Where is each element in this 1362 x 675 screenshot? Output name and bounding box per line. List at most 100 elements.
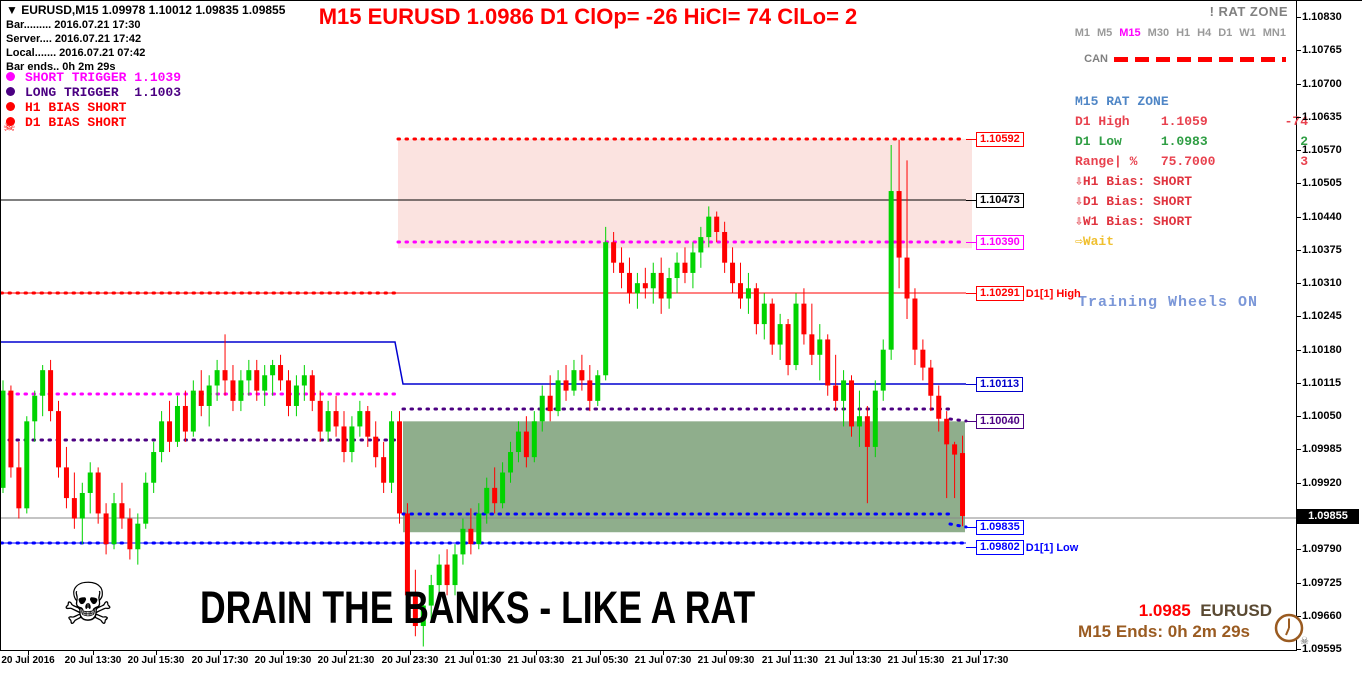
candle-body bbox=[301, 375, 307, 386]
candle-body bbox=[531, 421, 537, 458]
candle-body bbox=[143, 482, 149, 524]
timeframe-button-mn1[interactable]: MN1 bbox=[1262, 27, 1286, 39]
time-scale-tick bbox=[726, 651, 727, 655]
price-scale-label: 1.09920 bbox=[1302, 476, 1342, 489]
candle-body bbox=[238, 380, 244, 401]
time-scale-label: 21 Jul 17:30 bbox=[951, 655, 1009, 666]
bar-countdown: M15 Ends: 0h 2m 29s bbox=[1078, 622, 1250, 641]
candlestick-chart[interactable] bbox=[0, 0, 1296, 651]
legend-item: SHORT TRIGGER 1.1039 bbox=[6, 70, 181, 85]
price-tag-tick bbox=[966, 242, 976, 243]
candle-body bbox=[56, 411, 62, 468]
price-tag: 1.10113 bbox=[966, 377, 1024, 392]
price-tag-tick bbox=[966, 293, 976, 294]
candle-body bbox=[333, 411, 339, 427]
candle-body bbox=[103, 513, 109, 545]
candle-body bbox=[452, 554, 458, 586]
price-scale-tick bbox=[1296, 183, 1301, 185]
time-scale-tick bbox=[220, 651, 221, 655]
candle-body bbox=[777, 324, 783, 345]
candle-body bbox=[428, 585, 434, 606]
time-scale-label: 21 Jul 01:30 bbox=[444, 655, 502, 666]
candle-body bbox=[841, 380, 847, 401]
long-trigger-step bbox=[948, 417, 968, 423]
legend-label: D1 BIAS SHORT bbox=[25, 115, 127, 130]
price-scale-label: 1.10310 bbox=[1302, 277, 1342, 290]
candle-body bbox=[468, 528, 474, 545]
symbol-quote-line[interactable]: ▼ EURUSD,M15 1.09978 1.10012 1.09835 1.0… bbox=[6, 3, 286, 17]
price-scale-tick bbox=[1296, 382, 1301, 384]
candle-body bbox=[119, 503, 125, 519]
price-scale-tick bbox=[1296, 649, 1301, 651]
price-tag-box: 1.10291 bbox=[976, 286, 1024, 301]
timeframe-button-m1[interactable]: M1 bbox=[1074, 27, 1090, 39]
candle-body bbox=[182, 405, 188, 432]
candle-body bbox=[722, 231, 728, 263]
candle-body bbox=[190, 390, 196, 432]
candle-body bbox=[849, 380, 855, 427]
candle-body bbox=[833, 385, 839, 401]
candle-body bbox=[745, 288, 751, 299]
candle-body bbox=[317, 400, 323, 432]
price-tag-tick bbox=[966, 421, 976, 422]
time-scale-label: 21 Jul 15:30 bbox=[887, 655, 945, 666]
price-tag-box: 1.10113 bbox=[976, 377, 1024, 392]
price-tag: 1.10390 bbox=[966, 235, 1024, 250]
price-tag-box: 1.10040 bbox=[976, 414, 1024, 429]
rat-zone-title: ! RAT ZONE bbox=[1209, 4, 1288, 19]
candle-body bbox=[571, 370, 577, 391]
candle-body bbox=[500, 472, 506, 504]
candle-body bbox=[690, 252, 696, 273]
price-scale-label: 1.09985 bbox=[1302, 443, 1342, 456]
price-scale-tick bbox=[1296, 249, 1301, 251]
time-scale-label: 21 Jul 13:30 bbox=[824, 655, 882, 666]
timeframe-button-d1[interactable]: D1 bbox=[1218, 27, 1233, 39]
candle-body bbox=[579, 370, 585, 381]
candle-body bbox=[650, 272, 656, 289]
candle-body bbox=[198, 390, 204, 406]
price-tag: 1.10291 D1[1] High bbox=[966, 286, 1081, 301]
price-scale-label: 1.10830 bbox=[1302, 11, 1342, 24]
candle-body bbox=[420, 605, 426, 627]
timeframe-button-w1[interactable]: W1 bbox=[1239, 27, 1256, 39]
buy-zone bbox=[403, 421, 965, 533]
candle-body bbox=[95, 472, 101, 514]
candle-body bbox=[674, 262, 680, 279]
candle-body bbox=[40, 370, 46, 396]
price-scale-tick bbox=[1296, 349, 1301, 351]
footer-price: 1.0985 bbox=[1138, 601, 1191, 620]
candle-body bbox=[436, 564, 442, 586]
price-tag-suffix: D1[1] Low bbox=[1025, 541, 1079, 554]
candle-body bbox=[309, 375, 315, 401]
price-scale-tick bbox=[1296, 83, 1301, 85]
legend-label: SHORT TRIGGER 1.1039 bbox=[25, 70, 182, 85]
candle-body bbox=[32, 395, 38, 422]
timeframe-button-h4[interactable]: H4 bbox=[1197, 27, 1212, 39]
panel-row: D1 Low 1.0983 bbox=[1075, 134, 1208, 149]
price-tag-box: 1.09835 bbox=[976, 520, 1024, 535]
timeframe-button-m30[interactable]: M30 bbox=[1147, 27, 1170, 39]
timeframe-button-m5[interactable]: M5 bbox=[1096, 27, 1113, 39]
candle-body bbox=[801, 303, 807, 335]
window-top-border bbox=[0, 0, 1362, 1]
price-scale-tick bbox=[1296, 150, 1301, 152]
footer-price-row: 1.0985 EURUSD bbox=[1139, 601, 1272, 621]
candle-body bbox=[373, 436, 379, 458]
can-dashed-line bbox=[1114, 56, 1286, 62]
price-tag-box: 1.10592 bbox=[976, 132, 1024, 147]
price-scale-label: 1.10635 bbox=[1302, 110, 1342, 123]
legend-item: H1 BIAS SHORT bbox=[6, 100, 126, 115]
price-tag: 1.09835 bbox=[966, 520, 1024, 535]
candle-body bbox=[206, 385, 212, 406]
info-row: Bar ends.. 0h 2m 29s bbox=[6, 61, 116, 73]
price-scale-label: 1.09660 bbox=[1302, 609, 1342, 622]
candle-body bbox=[135, 523, 141, 550]
candle-body bbox=[8, 390, 14, 468]
price-tag-tick bbox=[966, 547, 976, 548]
timeframe-button-h1[interactable]: H1 bbox=[1176, 27, 1191, 39]
panel-row: D1 High 1.1059 bbox=[1075, 114, 1208, 129]
time-axis-line bbox=[0, 650, 1297, 651]
price-tag-box: 1.10390 bbox=[976, 235, 1024, 250]
timeframe-button-m15[interactable]: M15 bbox=[1119, 27, 1141, 39]
candle-body bbox=[167, 421, 173, 442]
